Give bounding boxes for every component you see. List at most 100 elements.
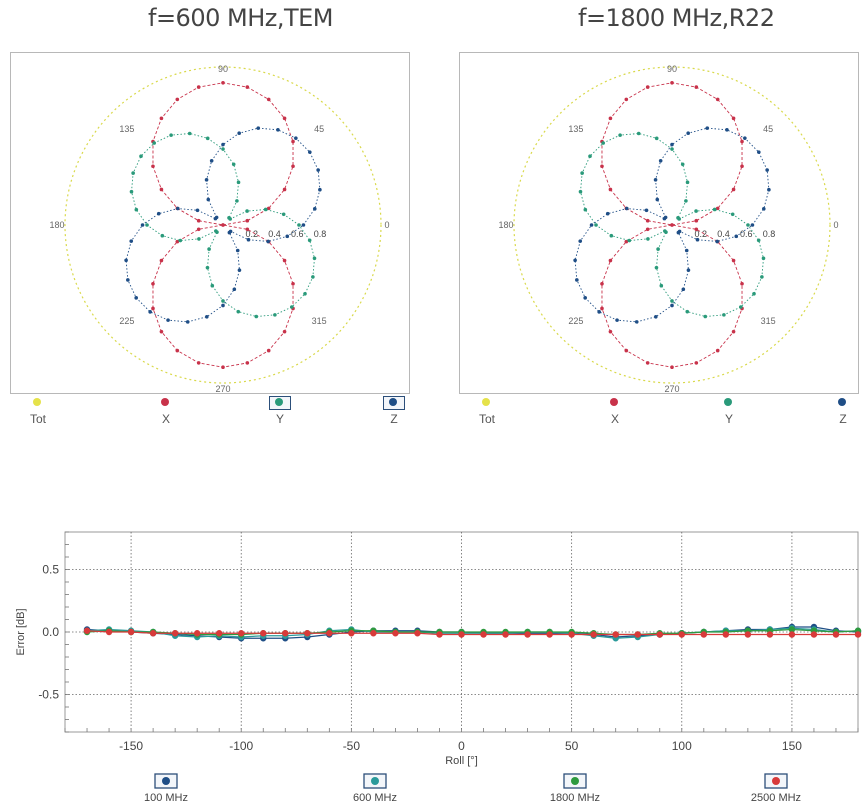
series-z-point [166,318,170,322]
series-z-point [237,268,242,272]
series-y-point [297,223,301,227]
series-x-point [600,306,604,311]
legend-label: Tot [478,412,495,426]
y-tick-label: 0.0 [42,625,59,639]
series-x-point [196,85,201,89]
series-point [458,631,465,638]
series-point [612,631,619,638]
legend-label: X [610,412,619,426]
series-y-point [312,256,317,261]
series-x-point [694,85,699,89]
series-y-point [601,141,606,145]
angle-label: 45 [314,124,324,134]
series-x-point [196,218,201,223]
series-z-point [129,239,134,243]
polar-plot-right: 90 45 0 315 270 225 180 135 0.2 0.4 0.6 0.8 [498,64,838,393]
series-point [656,631,663,638]
series-z-point [578,239,583,243]
legend-label: 100 MHz [144,792,188,804]
series-x-point [245,227,250,232]
series-y-point [311,275,315,279]
series-z-point [686,268,691,272]
series-y-point [205,265,210,270]
series-y-point [730,212,735,217]
series-y-point [236,309,241,314]
series-x-point [740,139,744,144]
series-line-600-mhz [86,627,859,639]
series-z-point [276,128,280,132]
series-y-point [684,199,688,203]
series-point [348,630,355,637]
y-tick-label: -0.5 [38,688,59,702]
series-z-point [156,211,161,216]
legend-symbol [141,396,191,410]
series-x-point [175,239,180,244]
angle-label: 180 [49,220,64,230]
series-y-point [703,314,708,319]
legend-label: 1800 MHz [550,792,600,804]
legend-item-tot: Tot [13,396,63,426]
series-y-point [227,216,231,220]
series-z-point [237,131,241,136]
legend-dot [724,398,732,406]
series-z-point [597,310,601,314]
x-tick-label: -100 [229,739,253,753]
series-point [700,631,708,638]
series-line-1800-mhz [86,628,859,636]
series-z-point [221,303,225,308]
series-z-point [312,207,317,211]
legend-symbol [13,396,63,410]
series-y-point [594,223,598,227]
series-y-point [139,154,143,159]
legend-item-y: Y [704,396,754,426]
series-z-point [765,168,769,172]
series-x-point [266,97,271,102]
series-y-point [752,291,756,296]
angle-label: 45 [763,124,773,134]
series-z-point [589,223,594,227]
series-y-point [746,223,750,227]
series-x-point [282,187,287,192]
series-y-point [636,131,641,136]
series-x-point [291,164,295,169]
series-x-point [245,85,250,89]
series-z-point [301,223,306,227]
angle-label: 135 [568,124,583,134]
series-z-point [761,207,766,211]
series-y-point [685,309,690,314]
polar-chart-title-right: f=1800 MHz,R22 [578,4,775,32]
series-z-point [734,234,739,239]
series-point [634,631,641,638]
series-y-point [152,141,157,145]
series-x-point [608,329,613,334]
series-point [744,631,752,638]
radial-label: 0.6 [291,229,304,239]
series-y-point [131,171,135,175]
series-point [238,630,245,637]
legend-item-x: X [141,396,191,426]
series-z-point [294,136,298,140]
series-y-point [670,147,674,151]
series-y-point [235,199,239,203]
series-point [392,630,399,637]
series-x-point [608,187,613,192]
series-x-point [291,139,295,144]
series-point [83,627,91,634]
series-z-point [644,208,649,213]
series-z-point [705,126,710,130]
legend-label: 2500 MHz [751,792,801,804]
series-z-point [209,158,214,163]
series-y-point [169,133,173,137]
series-y-point [281,212,286,217]
series-y-point [654,265,659,270]
series-tot-circle [64,66,382,384]
series-y-point [609,233,614,238]
angle-label: 315 [312,316,327,326]
series-z-point [308,150,312,154]
legend-symbol [255,396,305,410]
legend-dot [33,398,41,406]
series-tot-circle [513,66,831,384]
series-x-point [608,258,613,263]
angle-label: 315 [761,316,776,326]
series-point [282,630,289,637]
